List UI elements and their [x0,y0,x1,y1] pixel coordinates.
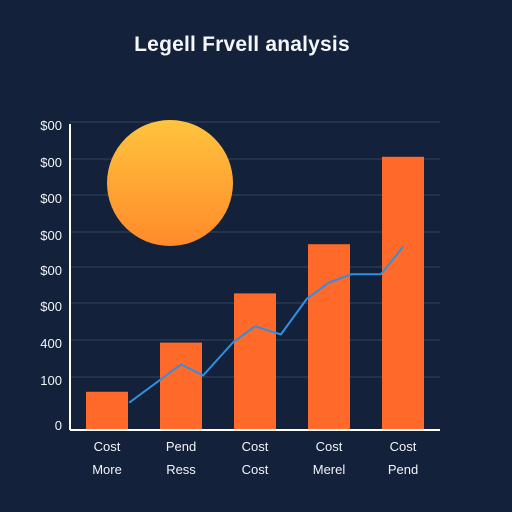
x-tick-label: More [92,462,122,477]
bar [160,342,202,430]
axes [69,124,440,431]
bars [86,156,424,431]
x-tick-label: Cost [94,439,121,454]
x-tick-label: Pend [388,462,418,477]
y-tick-labels: 0 100 400 $00 $00 $00 $00 $00 $00 [40,118,62,433]
x-tick-label: Merel [313,462,346,477]
y-tick-label: $00 [40,191,62,206]
bar [382,156,424,431]
bar [308,244,350,430]
y-tick-label: $00 [40,118,62,133]
x-tick-label: Pend [166,439,196,454]
bar [86,391,128,430]
x-tick-label: Cost [316,439,343,454]
bar [234,293,276,430]
x-tick-label: Cost [242,462,269,477]
y-tick-label: $00 [40,299,62,314]
x-tick-label: Cost [242,439,269,454]
y-tick-label: 0 [55,418,62,433]
y-tick-label: $00 [40,155,62,170]
y-tick-label: $00 [40,263,62,278]
y-tick-label: 400 [40,336,62,351]
chart-title: Legell Frvell analysis [134,33,350,56]
sun-icon [107,120,233,246]
trend-line [128,246,404,404]
x-tick-labels: Cost More Pend Ress Cost Cost Cost Merel Cost Pen… [92,439,418,477]
y-tick-label: $00 [40,228,62,243]
y-tick-label: 100 [40,373,62,388]
x-tick-label: Ress [166,462,196,477]
x-tick-label: Cost [390,439,417,454]
